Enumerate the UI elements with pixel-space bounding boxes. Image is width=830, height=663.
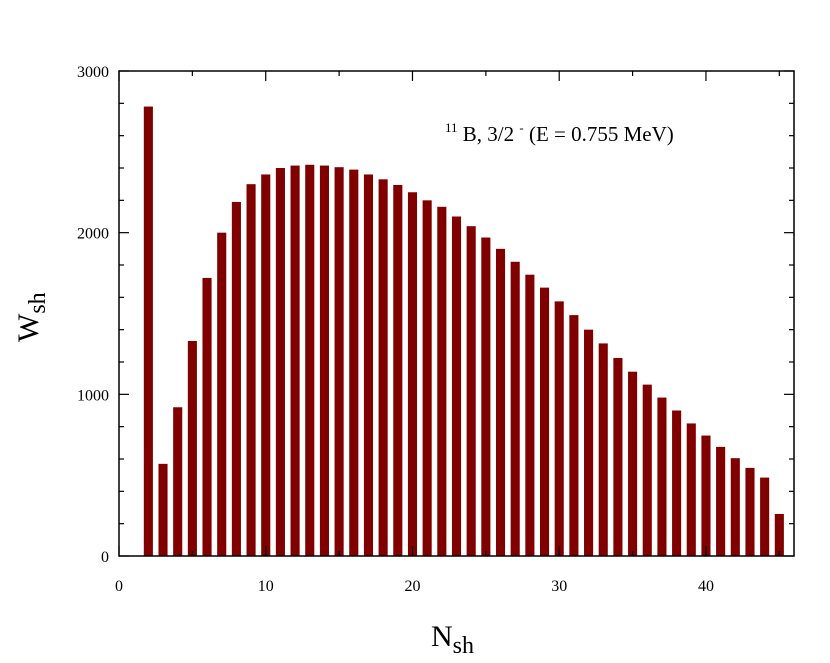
bar-n23 <box>451 216 462 556</box>
bar-n24 <box>466 226 476 556</box>
bar-n7 <box>217 232 227 557</box>
bar-n21 <box>422 200 432 556</box>
bar-n35 <box>628 371 638 556</box>
bar-n34 <box>613 357 623 556</box>
y-tick-label: 3000 <box>77 64 109 81</box>
bar-n27 <box>510 261 520 556</box>
y-axis-title: Wsh <box>12 292 51 342</box>
bar-n12 <box>290 165 300 556</box>
bar-n44 <box>760 477 770 556</box>
bar-n6 <box>202 277 212 556</box>
bar-n19 <box>393 184 403 556</box>
bar-n17 <box>363 174 374 556</box>
bar-n15 <box>334 167 344 556</box>
bar-n38 <box>672 410 682 556</box>
bar-n22 <box>437 206 447 557</box>
bar-n37 <box>657 397 667 556</box>
bar-n10 <box>261 174 271 556</box>
x-tick-label: 0 <box>115 578 123 595</box>
bar-n8 <box>231 201 241 556</box>
bar-n16 <box>349 169 359 556</box>
bar-n3 <box>158 463 168 556</box>
bar-n20 <box>407 192 418 556</box>
bar-n36 <box>642 384 652 556</box>
y-tick-label: 1000 <box>77 387 109 404</box>
bar-n2 <box>143 106 153 556</box>
x-axis-title: Nsh <box>431 620 474 659</box>
y-tick-label: 2000 <box>77 226 109 243</box>
bar-n31 <box>569 315 579 556</box>
x-tick-label: 30 <box>551 578 567 595</box>
bar-n33 <box>598 343 608 556</box>
bar-n25 <box>481 237 491 556</box>
bar-n30 <box>554 301 564 557</box>
plot-frame <box>118 70 795 557</box>
bar-n9 <box>246 184 256 557</box>
bar-n41 <box>716 446 726 557</box>
bar-n40 <box>701 435 711 556</box>
chart-annotation: 11 B, 3/2 - (E = 0.755 MeV) <box>445 113 674 146</box>
bar-n11 <box>275 168 285 556</box>
bar-n14 <box>319 165 329 556</box>
bar-n26 <box>495 248 506 556</box>
x-tick-label: 40 <box>698 578 714 595</box>
bar-n39 <box>686 423 696 556</box>
bar-n28 <box>525 274 535 556</box>
bar-n5 <box>187 340 197 556</box>
bar-n43 <box>745 467 755 556</box>
bar-n42 <box>730 458 740 556</box>
y-tick-label: 0 <box>101 549 109 566</box>
x-axis: 0 10 20 30 40 <box>115 71 780 595</box>
bar-n18 <box>378 179 388 556</box>
bar-n45 <box>774 513 784 556</box>
x-tick-label: 10 <box>258 578 274 595</box>
y-axis: 0 1000 2000 3000 <box>77 64 794 566</box>
bar-n29 <box>539 287 550 556</box>
bars-group <box>143 106 784 557</box>
bar-n4 <box>173 407 183 556</box>
bar-n13 <box>305 164 315 556</box>
x-tick-label: 20 <box>404 578 420 595</box>
bar-n32 <box>584 329 594 556</box>
